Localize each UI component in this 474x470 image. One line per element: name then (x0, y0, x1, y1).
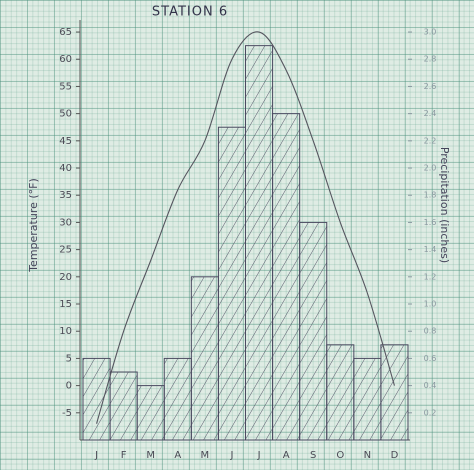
bar (272, 113, 301, 441)
y-tick-label: 10 (59, 326, 72, 337)
x-tick-label: A (174, 450, 181, 461)
y2-tick-label: 0.2 (424, 408, 437, 417)
bar (136, 385, 165, 441)
x-tick-label: M (146, 450, 155, 461)
y2-tick-label: 3.0 (424, 28, 437, 37)
y-tick-label: 0 (66, 381, 72, 392)
y-tick-label: 40 (59, 163, 72, 174)
bar (217, 126, 247, 441)
x-tick-label: M (201, 450, 210, 461)
y2-tick-label: 2.2 (424, 136, 437, 145)
x-tick-label: D (391, 450, 399, 461)
y2-tick-label: 0.4 (424, 381, 437, 390)
y2-tick-label: 1.6 (424, 218, 437, 227)
y2-axis-title: Precipitation (inches) (438, 147, 451, 263)
y2-tick-label: 2.6 (424, 82, 437, 91)
y2-tick-label: 2.4 (424, 109, 437, 118)
x-tick-label: J (229, 450, 233, 461)
x-tick-label: O (336, 450, 344, 461)
y-tick-label: 5 (66, 353, 72, 364)
bar (380, 344, 409, 441)
y2-tick-label: 0.8 (424, 327, 437, 336)
y2-tick-label: 2.0 (424, 164, 437, 173)
bar (353, 357, 382, 441)
x-tick-label: F (121, 450, 127, 461)
y2-tick-label: 1.8 (424, 191, 437, 200)
bar (245, 45, 274, 441)
x-tick-label: A (283, 450, 290, 461)
y2-tick-label: 1.0 (424, 300, 437, 309)
y-tick-label: 55 (59, 81, 72, 92)
y-tick-label: 50 (59, 109, 72, 120)
bar (190, 276, 219, 441)
y-tick-label: 45 (59, 136, 72, 147)
y-tick-label: 35 (59, 190, 72, 201)
bar (299, 221, 328, 441)
y2-tick-label: 0.6 (424, 354, 437, 363)
y2-tick-label: 2.8 (424, 55, 437, 64)
y-tick-label: -5 (62, 408, 72, 419)
bar (82, 357, 111, 441)
y2-tick-label: 1.4 (424, 245, 437, 254)
chart-title: STATION 6 (152, 5, 228, 20)
bar (109, 371, 138, 441)
y2-tick-label: 1.2 (424, 272, 437, 281)
y-axis-title: Temperature (°F) (27, 178, 40, 273)
y-tick-label: 25 (59, 245, 72, 256)
bar (163, 357, 192, 441)
y-tick-label: 15 (59, 299, 72, 310)
y-tick-label: 30 (59, 217, 72, 228)
y-tick-label: 20 (59, 272, 72, 283)
x-tick-label: N (364, 450, 371, 461)
x-tick-label: J (257, 450, 261, 461)
temperature-line (96, 31, 395, 424)
y-tick-label: 60 (59, 54, 72, 65)
x-tick-label: J (94, 450, 98, 461)
x-tick-label: S (310, 450, 316, 461)
y-tick-label: 65 (59, 27, 72, 38)
bar (326, 344, 355, 441)
